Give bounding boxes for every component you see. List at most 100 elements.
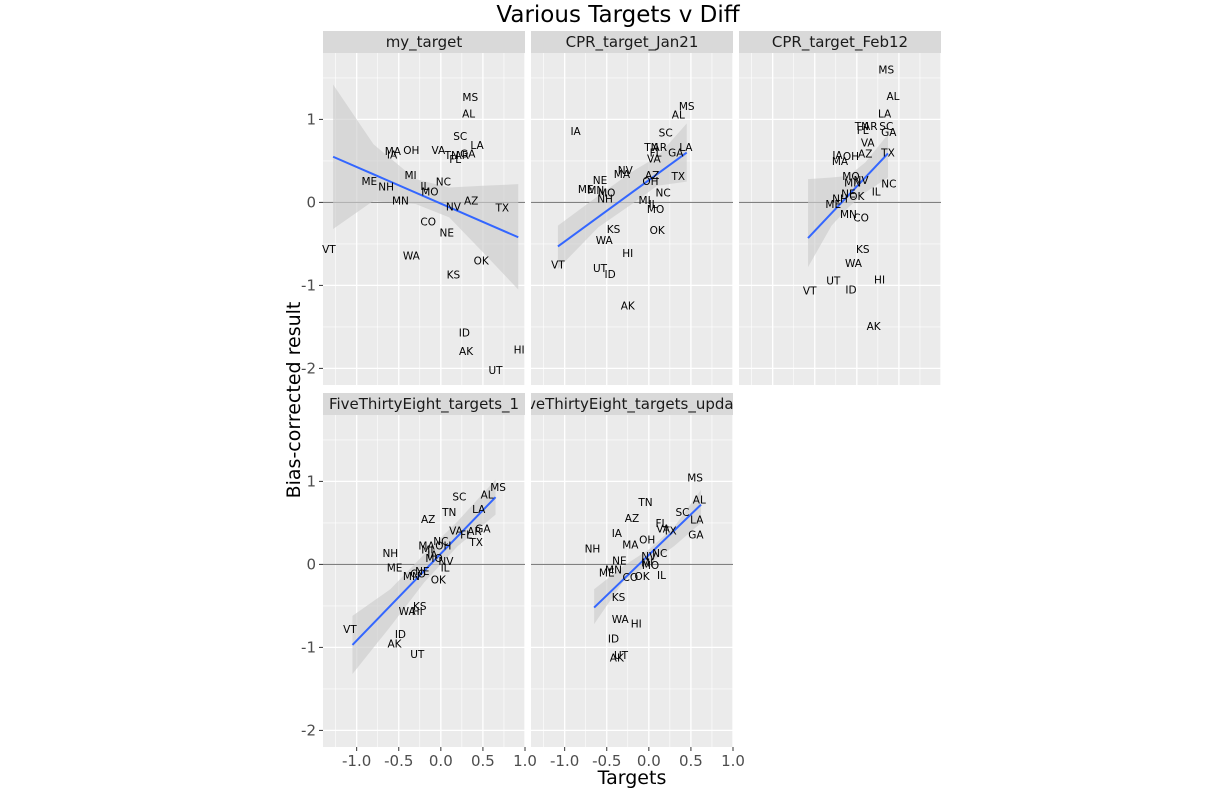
point-label-ut: UT bbox=[410, 649, 425, 661]
x-tick-label: 1.0 bbox=[721, 752, 745, 770]
point-label-co: CO bbox=[420, 216, 436, 228]
point-label-il: IL bbox=[420, 181, 429, 193]
point-label-ks: KS bbox=[607, 224, 621, 236]
point-label-fl: FL bbox=[857, 125, 869, 137]
point-label-fl: FL bbox=[656, 518, 668, 530]
point-label-hi: HI bbox=[622, 248, 633, 260]
x-tick-label: 0.5 bbox=[679, 752, 703, 770]
point-label-me: ME bbox=[825, 199, 841, 211]
point-label-oh: OH bbox=[403, 145, 419, 157]
point-label-nc: NC bbox=[433, 536, 448, 548]
point-label-wa: WA bbox=[403, 251, 421, 263]
point-label-ar: AR bbox=[863, 121, 877, 133]
point-label-sc: SC bbox=[879, 121, 893, 133]
y-axis-label: Bias-corrected result bbox=[283, 302, 305, 499]
point-label-tx: TX bbox=[468, 537, 483, 549]
x-axis-label: Targets bbox=[597, 767, 667, 789]
point-label-ne: NE bbox=[841, 188, 856, 200]
point-label-nh: NH bbox=[597, 193, 613, 205]
y-tick-label: -1 bbox=[301, 638, 316, 656]
point-label-vt: VT bbox=[322, 244, 336, 256]
point-label-nh: NH bbox=[585, 544, 601, 556]
point-label-ia: IA bbox=[427, 549, 438, 561]
point-label-tx: TX bbox=[880, 148, 895, 160]
point-label-tn: TN bbox=[444, 150, 459, 162]
point-label-mo: MO bbox=[647, 204, 664, 216]
point-label-va: VA bbox=[861, 138, 876, 150]
point-label-mo: MO bbox=[842, 171, 859, 183]
point-label-oh: OH bbox=[843, 151, 859, 163]
point-label-ga: GA bbox=[460, 148, 476, 160]
point-label-ak: AK bbox=[621, 300, 636, 312]
point-label-al: AL bbox=[672, 109, 685, 121]
point-label-id: ID bbox=[605, 269, 616, 281]
point-label-mi: MI bbox=[404, 170, 416, 182]
point-label-ar: AR bbox=[455, 150, 469, 162]
point-label-vt: VT bbox=[803, 285, 817, 297]
point-label-ks: KS bbox=[447, 270, 461, 282]
point-label-ks: KS bbox=[612, 592, 626, 604]
point-label-az: AZ bbox=[421, 514, 435, 526]
point-label-ga: GA bbox=[475, 524, 491, 536]
point-label-ak: AK bbox=[459, 346, 474, 358]
point-label-ne: NE bbox=[439, 227, 454, 239]
facet-strip bbox=[739, 31, 941, 53]
point-label-ga: GA bbox=[668, 148, 684, 160]
regression-line bbox=[807, 152, 889, 239]
point-label-nv: NV bbox=[446, 202, 462, 214]
point-label-il: IL bbox=[441, 563, 450, 575]
panel-background bbox=[531, 53, 733, 385]
point-label-sc: SC bbox=[659, 128, 673, 140]
point-label-ia: IA bbox=[612, 528, 623, 540]
y-tick-label: 0 bbox=[306, 193, 316, 211]
y-tick-label: -2 bbox=[301, 721, 316, 739]
point-label-fl: FL bbox=[650, 148, 662, 160]
point-label-va: VA bbox=[449, 525, 464, 537]
regression-line bbox=[557, 151, 688, 248]
point-label-nc: NC bbox=[656, 187, 671, 199]
point-label-ks: KS bbox=[413, 601, 427, 613]
point-label-wa: WA bbox=[612, 614, 630, 626]
major-grid bbox=[739, 53, 942, 385]
x-tick-label: -0.5 bbox=[384, 752, 413, 770]
point-label-mn: MN bbox=[392, 196, 409, 208]
point-label-ma: MA bbox=[614, 169, 631, 181]
facet-strip-label: FiveThirtyEight_targets_1 bbox=[329, 395, 519, 414]
regression-line bbox=[351, 496, 497, 646]
point-label-ga: GA bbox=[688, 530, 704, 542]
point-label-tn: TN bbox=[643, 142, 658, 154]
point-label-ks: KS bbox=[856, 244, 870, 256]
point-label-mo: MO bbox=[642, 560, 659, 572]
point-label-tx: TX bbox=[494, 202, 509, 214]
point-label-ak: AK bbox=[610, 652, 625, 664]
point-label-me: ME bbox=[599, 568, 615, 580]
confidence-ribbon bbox=[808, 134, 888, 268]
point-label-id: ID bbox=[459, 328, 470, 340]
point-label-ms: MS bbox=[687, 472, 703, 484]
y-axis: 1 0 -1 -2 bbox=[301, 472, 323, 739]
point-label-me: ME bbox=[361, 176, 377, 188]
point-label-ma: MA bbox=[622, 539, 639, 551]
facet-strip-label: CPR_target_Jan21 bbox=[566, 33, 699, 52]
point-label-ga: GA bbox=[881, 127, 897, 139]
point-label-mi: MI bbox=[641, 558, 653, 570]
point-label-al: AL bbox=[887, 91, 900, 103]
point-label-mn: MN bbox=[844, 177, 861, 189]
point-label-mn: MN bbox=[605, 564, 622, 576]
point-label-oh: OH bbox=[435, 540, 451, 552]
x-tick-label: -1.0 bbox=[550, 752, 579, 770]
point-label-il: IL bbox=[872, 187, 881, 199]
x-tick-label: 0.5 bbox=[471, 752, 495, 770]
point-label-ms: MS bbox=[679, 101, 695, 113]
point-label-wa: WA bbox=[399, 606, 417, 618]
point-label-ut: UT bbox=[488, 365, 503, 377]
point-label-az: AZ bbox=[464, 196, 478, 208]
confidence-ribbon bbox=[333, 84, 519, 290]
point-label-ia: IA bbox=[387, 149, 398, 161]
point-label-mo: MO bbox=[421, 187, 438, 199]
point-label-ok: OK bbox=[431, 574, 447, 586]
